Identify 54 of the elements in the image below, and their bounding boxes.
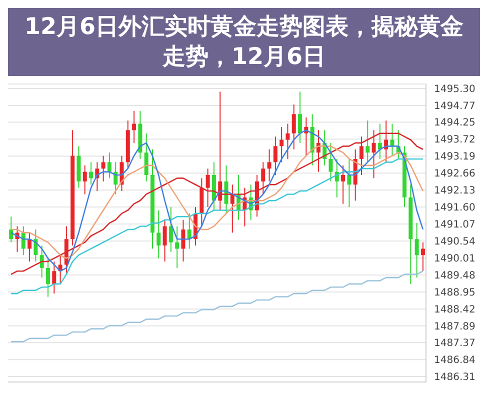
candlestick (101, 155, 106, 182)
candlestick (40, 244, 44, 278)
candlestick (206, 168, 210, 208)
candlestick (267, 148, 272, 182)
y-tick-label: 1491.07 (434, 220, 476, 231)
candlestick (292, 104, 296, 150)
y-tick-label: 1493.72 (434, 134, 476, 146)
y-tick-label: 1490.54 (434, 236, 476, 248)
candlestick (420, 242, 425, 272)
candlestick (132, 110, 136, 144)
candlestick (347, 158, 352, 208)
candlestick (144, 132, 148, 182)
y-tick-label: 1490.01 (434, 254, 476, 265)
line-series (10, 158, 424, 294)
candlestick (162, 219, 167, 262)
candlestick (328, 142, 333, 182)
y-tick-label: 1488.42 (434, 304, 476, 316)
candlestick (414, 222, 419, 278)
y-tick-label: 1492.13 (434, 186, 476, 197)
chart-title: 12月6日外汇实时黄金走势图表，揭秘黄金走势，12月6日 (8, 8, 480, 76)
candlestick (273, 136, 278, 176)
y-tick-label: 1492.66 (434, 168, 476, 180)
y-tick-label: 1493.19 (434, 152, 476, 163)
candlestick (187, 212, 192, 250)
candlestick (168, 206, 173, 252)
candlestick (372, 130, 376, 179)
candlestick (298, 91, 302, 144)
candlestick (261, 162, 266, 195)
y-tick-label: 1487.37 (434, 338, 476, 350)
candlestick (156, 210, 161, 259)
y-tick-label: 1494.77 (434, 101, 476, 112)
candlestick (52, 261, 56, 294)
candlestick (46, 258, 50, 298)
candlestick (359, 136, 364, 176)
y-tick-label: 1487.89 (434, 321, 476, 332)
candlestick (175, 226, 180, 268)
y-tick-label: 1491.60 (434, 202, 476, 214)
candlestick (286, 123, 290, 160)
candlestick (366, 120, 370, 163)
candlestick (280, 126, 284, 163)
y-tick-label: 1489.48 (434, 270, 476, 282)
y-tick-label: 1488.95 (434, 288, 476, 299)
y-tick-label: 1486.31 (434, 372, 476, 384)
candlestick (82, 164, 87, 195)
candlestick (230, 184, 234, 234)
candlestick (28, 232, 32, 262)
y-tick-label: 1494.25 (434, 118, 476, 129)
y-tick-label: 1486.84 (434, 355, 476, 366)
candlestick (341, 164, 346, 204)
line-series (10, 270, 424, 342)
y-tick-label: 1495.30 (434, 84, 476, 96)
candlestick (89, 162, 94, 186)
candlestick (181, 219, 186, 262)
candlestick (107, 152, 112, 179)
